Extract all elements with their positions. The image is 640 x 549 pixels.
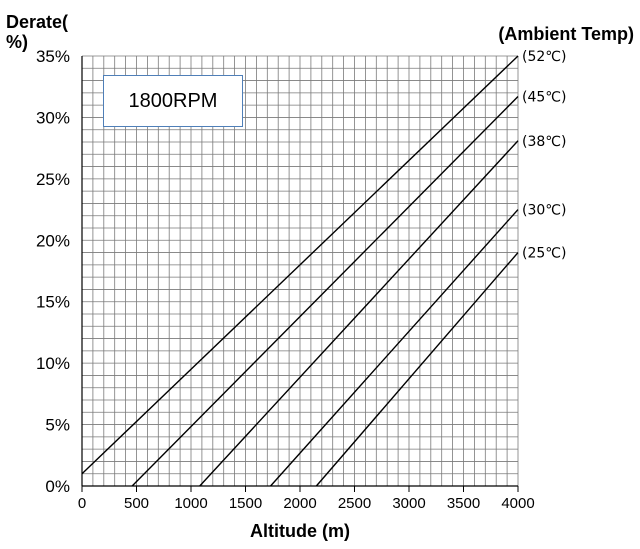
- x-tick-label: 4000: [501, 495, 534, 512]
- x-tick-label: 1000: [174, 495, 207, 512]
- series-line: [131, 96, 519, 487]
- y-tick-label: 25%: [36, 170, 70, 189]
- series-line: [81, 55, 519, 475]
- y-tick-label: 20%: [36, 231, 70, 250]
- series-label: (52℃): [522, 49, 566, 65]
- y-tick-label: 30%: [36, 108, 70, 127]
- rpm-annotation-text: 1800RPM: [128, 89, 218, 112]
- x-tick-label: 3500: [447, 495, 480, 512]
- rpm-annotation-box: 1800RPM: [103, 75, 243, 127]
- series-label: (45℃): [522, 90, 566, 106]
- x-tick-label: 3000: [392, 495, 425, 512]
- y-tick-label: 10%: [36, 354, 70, 373]
- series-line: [199, 140, 519, 487]
- x-axis-title: Altitude (m): [250, 521, 350, 541]
- y-tick-label: 35%: [36, 47, 70, 66]
- series-label: (30℃): [522, 203, 566, 219]
- x-tick-label: 0: [78, 495, 86, 512]
- series-label: (25℃): [522, 246, 566, 262]
- x-tick-label: 500: [124, 495, 149, 512]
- y-tick-label: 0%: [45, 477, 70, 496]
- y-axis-title: Derate(%): [6, 12, 69, 52]
- x-tick-label: 1500: [229, 495, 262, 512]
- ambient-temp-title: (Ambient Temp): [498, 24, 634, 44]
- series-line: [315, 252, 519, 487]
- y-tick-label: 15%: [36, 293, 70, 312]
- y-tick-label: 5%: [45, 416, 70, 435]
- x-tick-label: 2500: [338, 495, 371, 512]
- series-label: (38℃): [522, 134, 566, 150]
- series-line: [270, 209, 519, 487]
- x-tick-label: 2000: [283, 495, 316, 512]
